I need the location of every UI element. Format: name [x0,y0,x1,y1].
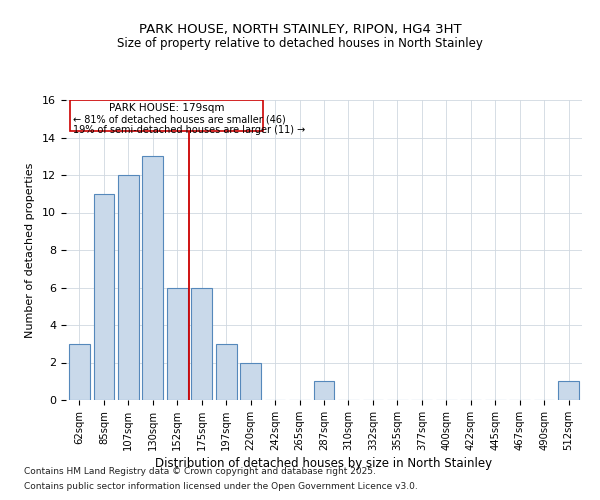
Bar [191,288,212,400]
X-axis label: Distribution of detached houses by size in North Stainley: Distribution of detached houses by size … [155,457,493,470]
Text: 19% of semi-detached houses are larger (11) →: 19% of semi-detached houses are larger (… [73,126,305,136]
Bar [167,288,188,400]
Bar [94,194,114,400]
Text: PARK HOUSE, NORTH STAINLEY, RIPON, HG4 3HT: PARK HOUSE, NORTH STAINLEY, RIPON, HG4 3… [139,22,461,36]
Bar [314,381,334,400]
Y-axis label: Number of detached properties: Number of detached properties [25,162,35,338]
Text: PARK HOUSE: 179sqm: PARK HOUSE: 179sqm [109,104,224,114]
Bar [240,362,261,400]
FancyBboxPatch shape [70,100,263,131]
Text: Contains HM Land Registry data © Crown copyright and database right 2025.: Contains HM Land Registry data © Crown c… [24,467,376,476]
Text: ← 81% of detached houses are smaller (46): ← 81% of detached houses are smaller (46… [73,114,286,124]
Text: Contains public sector information licensed under the Open Government Licence v3: Contains public sector information licen… [24,482,418,491]
Bar [69,344,90,400]
Bar [142,156,163,400]
Bar [558,381,579,400]
Text: Size of property relative to detached houses in North Stainley: Size of property relative to detached ho… [117,38,483,51]
Bar [118,175,139,400]
Bar [216,344,236,400]
